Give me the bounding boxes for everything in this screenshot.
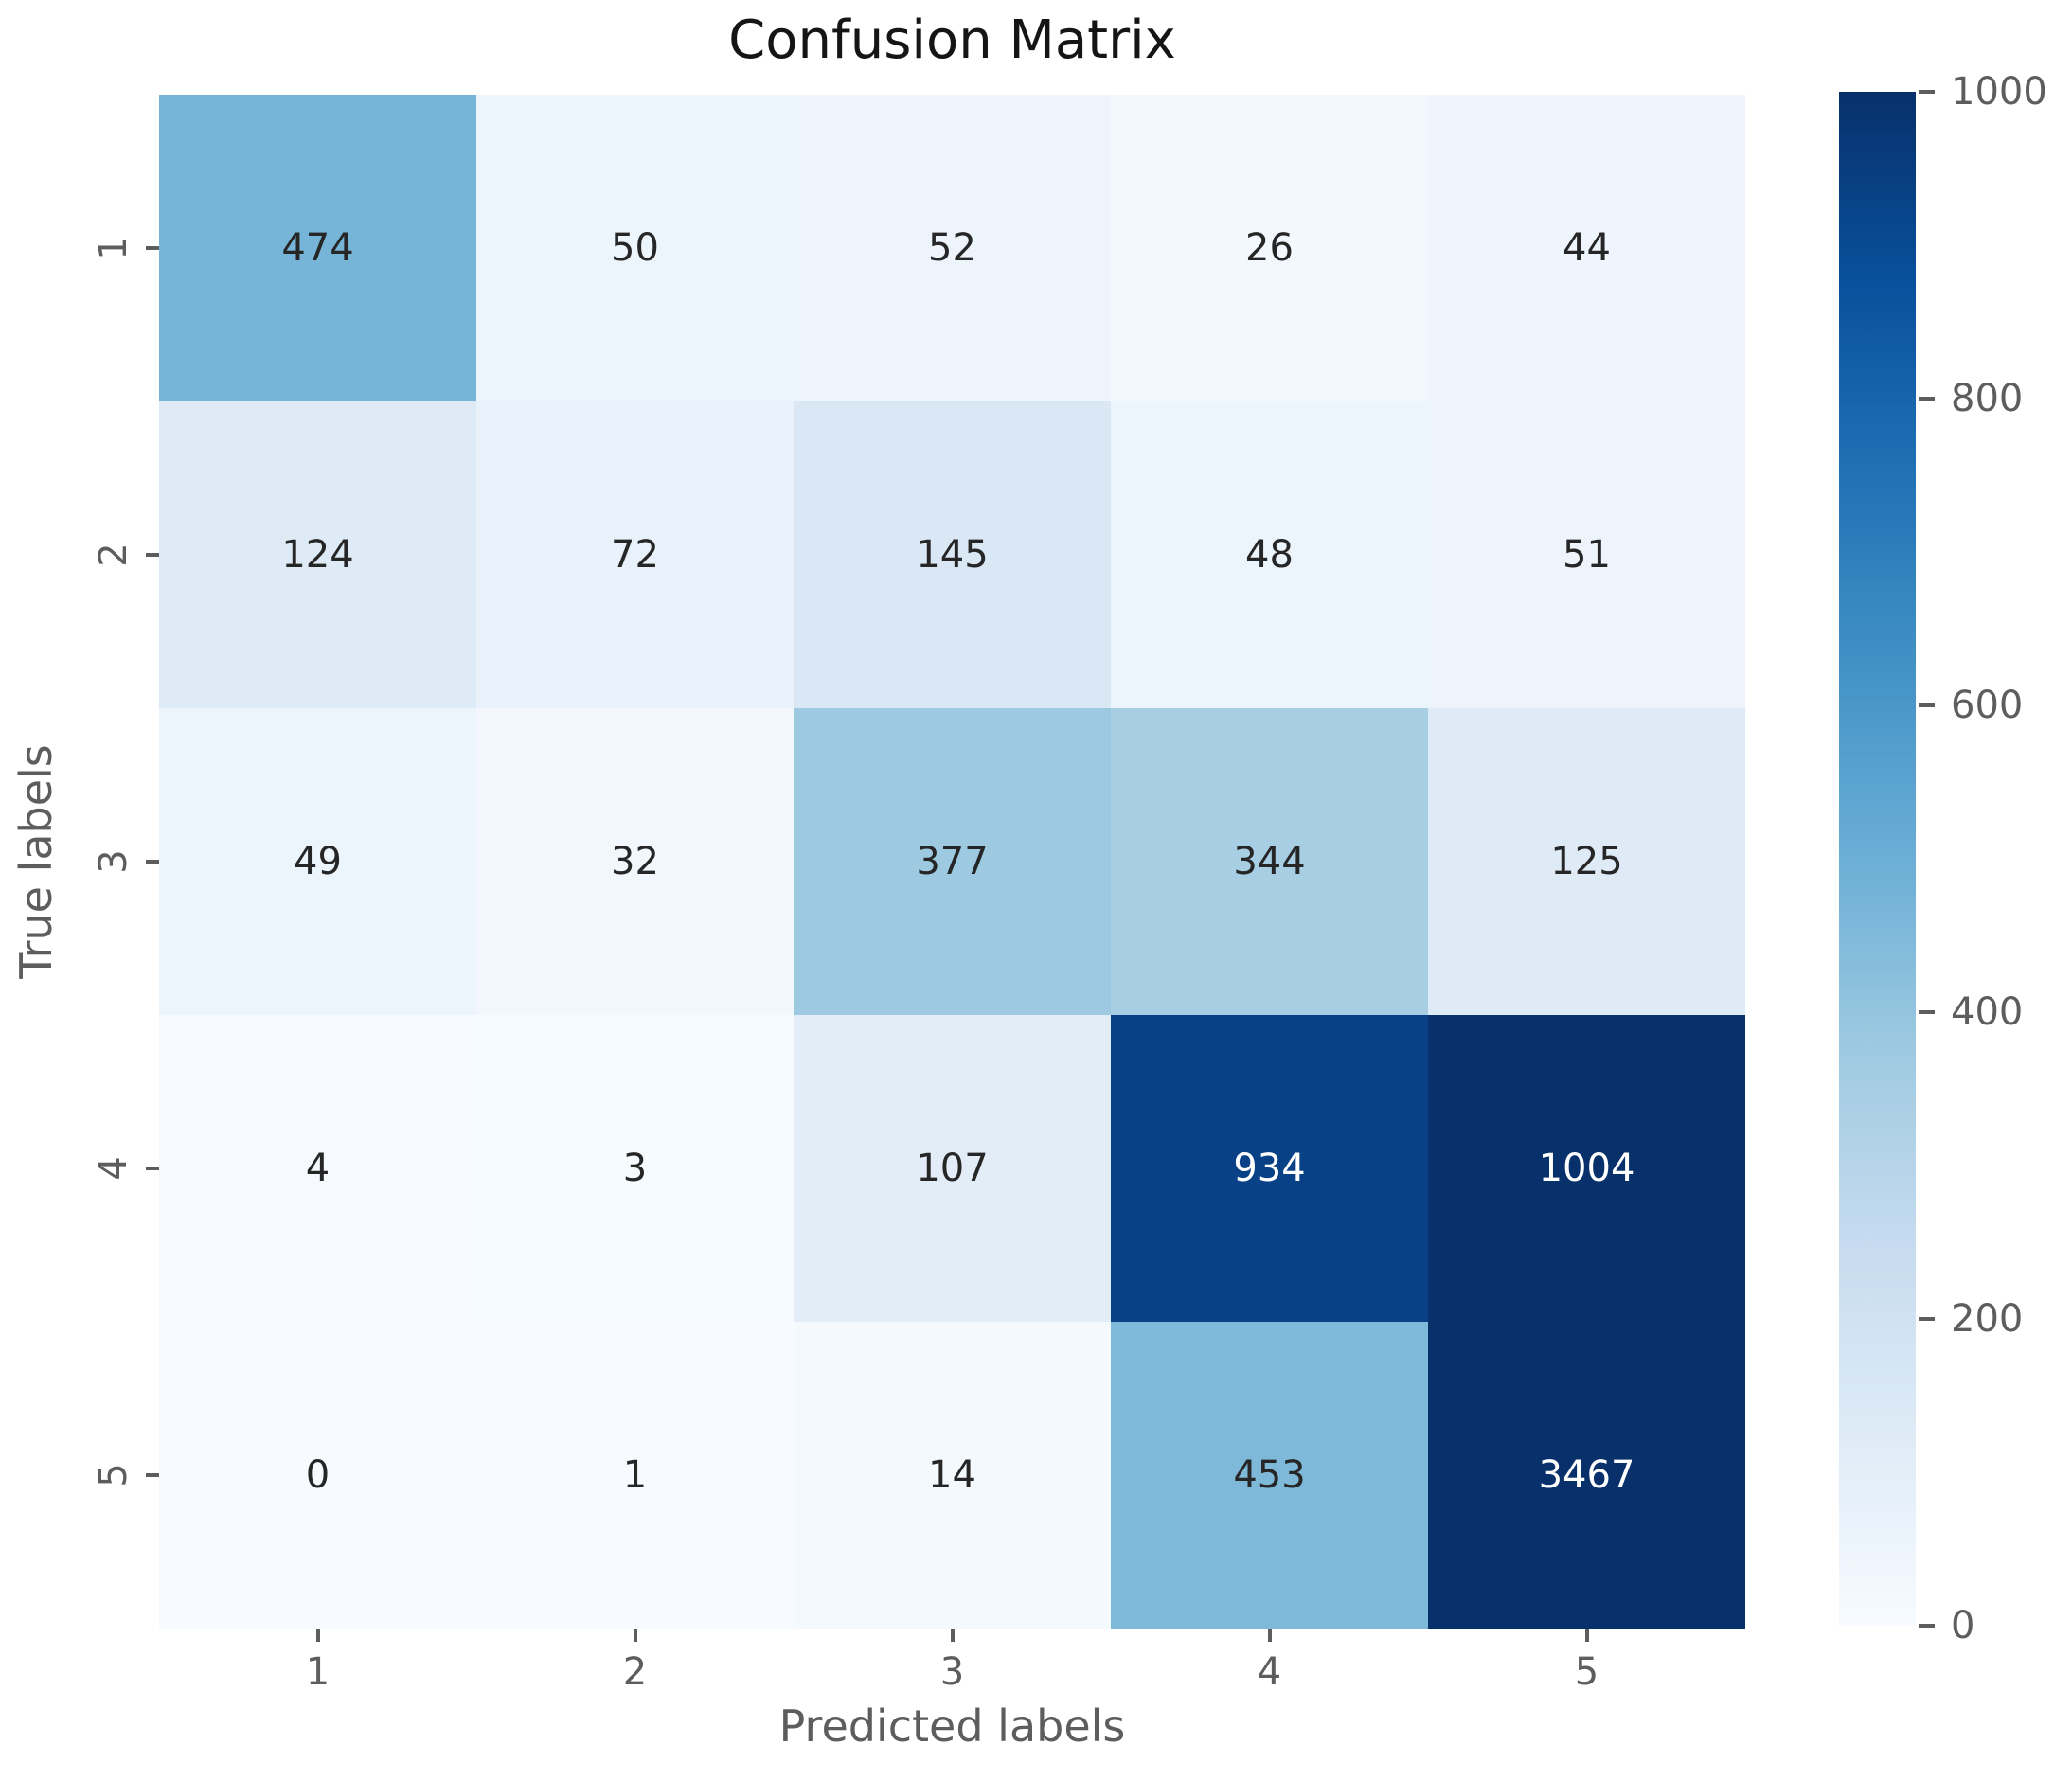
cell-value: 107	[916, 1147, 989, 1190]
cell-value: 49	[294, 840, 342, 883]
matrix-cell-r5-c2: 1	[476, 1322, 794, 1629]
matrix-cell-r5-c1: 0	[159, 1322, 476, 1629]
colorbar-tick-mark	[1919, 703, 1935, 707]
x-axis-label: Predicted labels	[778, 1701, 1126, 1752]
matrix-cell-r5-c5: 3467	[1428, 1322, 1745, 1629]
cell-value: 344	[1233, 840, 1306, 883]
cell-value: 453	[1233, 1453, 1306, 1497]
cell-value: 51	[1563, 533, 1611, 577]
cell-value: 3	[622, 1147, 648, 1190]
matrix-cell-r2-c5: 51	[1428, 401, 1745, 708]
y-axis-tick-label: 3	[92, 849, 135, 874]
cell-value: 1	[622, 1453, 648, 1497]
matrix-cell-r5-c4: 453	[1111, 1322, 1428, 1629]
cell-value: 377	[916, 840, 989, 883]
matrix-cell-r2-c3: 145	[794, 401, 1111, 708]
x-axis-tick-mark	[950, 1629, 955, 1642]
matrix-cell-r3-c5: 125	[1428, 708, 1745, 1015]
x-axis-tick-mark	[633, 1629, 637, 1642]
y-axis-tick-label: 2	[92, 543, 135, 567]
matrix-cell-r3-c1: 49	[159, 708, 476, 1015]
colorbar	[1839, 92, 1916, 1626]
colorbar-tick-label: 0	[1951, 1604, 1975, 1647]
cell-value: 44	[1563, 226, 1611, 270]
matrix-cell-r1-c2: 50	[476, 95, 794, 401]
matrix-cell-r5-c3: 14	[794, 1322, 1111, 1629]
matrix-cell-r1-c3: 52	[794, 95, 1111, 401]
cell-value: 4	[305, 1147, 330, 1190]
x-axis-tick-mark	[1267, 1629, 1272, 1642]
matrix-cell-r3-c2: 32	[476, 708, 794, 1015]
y-axis-tick-mark	[146, 1473, 159, 1477]
matrix-cell-r1-c5: 44	[1428, 95, 1745, 401]
colorbar-tick-label: 1000	[1951, 70, 2047, 114]
matrix-cell-r2-c4: 48	[1111, 401, 1428, 708]
matrix-cell-r3-c3: 377	[794, 708, 1111, 1015]
cell-value: 3467	[1538, 1453, 1635, 1497]
y-axis-tick-label: 4	[92, 1156, 135, 1181]
x-axis-tick-label: 1	[305, 1650, 330, 1694]
cell-value: 0	[305, 1453, 330, 1497]
matrix-cell-r4-c3: 107	[794, 1015, 1111, 1322]
cell-value: 1004	[1538, 1147, 1635, 1190]
cell-value: 14	[928, 1453, 976, 1497]
cell-value: 124	[281, 533, 354, 577]
colorbar-tick-mark	[1919, 397, 1935, 401]
colorbar-tick-mark	[1919, 1317, 1935, 1321]
y-axis-tick-label: 1	[92, 236, 135, 260]
x-axis-tick-label: 3	[939, 1650, 965, 1694]
cell-value: 26	[1245, 226, 1294, 270]
matrix-cell-r2-c1: 124	[159, 401, 476, 708]
y-axis-tick-label: 5	[92, 1463, 135, 1487]
matrix-cell-r2-c2: 72	[476, 401, 794, 708]
cell-value: 50	[611, 226, 659, 270]
y-axis-tick-mark	[146, 860, 159, 864]
colorbar-tick-label: 200	[1951, 1297, 2024, 1341]
matrix-cell-r1-c4: 26	[1111, 95, 1428, 401]
matrix-cell-r4-c2: 3	[476, 1015, 794, 1322]
cell-value: 145	[916, 533, 989, 577]
y-axis-tick-mark	[146, 246, 159, 250]
heatmap-grid: 474 50 52 26 44 124 72 145 48 51 49 32 377 344 125 4 3 10…	[159, 95, 1745, 1629]
cell-value: 32	[611, 840, 659, 883]
y-axis-tick-mark	[146, 553, 159, 557]
x-axis-tick-label: 2	[622, 1650, 648, 1694]
colorbar-tick-mark	[1919, 1010, 1935, 1014]
colorbar-tick-mark	[1919, 1624, 1935, 1628]
chart-title: Confusion Matrix	[728, 9, 1176, 71]
x-axis-tick-label: 4	[1257, 1650, 1282, 1694]
matrix-cell-r3-c4: 344	[1111, 708, 1428, 1015]
colorbar-tick-label: 400	[1951, 990, 2024, 1034]
colorbar-tick-label: 800	[1951, 377, 2024, 420]
cell-value: 72	[611, 533, 659, 577]
x-axis-tick-mark	[1584, 1629, 1589, 1642]
y-axis-label: True labels	[10, 744, 62, 979]
cell-value: 474	[281, 226, 354, 270]
x-axis-tick-mark	[315, 1629, 320, 1642]
cell-value: 934	[1233, 1147, 1306, 1190]
colorbar-tick-label: 600	[1951, 684, 2024, 727]
matrix-cell-r1-c1: 474	[159, 95, 476, 401]
x-axis-tick-label: 5	[1574, 1650, 1599, 1694]
cell-value: 125	[1550, 840, 1623, 883]
colorbar-gradient	[1839, 92, 1916, 1626]
colorbar-tick-mark	[1919, 90, 1935, 94]
cell-value: 48	[1245, 533, 1294, 577]
matrix-cell-r4-c5: 1004	[1428, 1015, 1745, 1322]
cell-value: 52	[928, 226, 976, 270]
matrix-cell-r4-c1: 4	[159, 1015, 476, 1322]
y-axis-tick-mark	[146, 1167, 159, 1170]
matrix-cell-r4-c4: 934	[1111, 1015, 1428, 1322]
